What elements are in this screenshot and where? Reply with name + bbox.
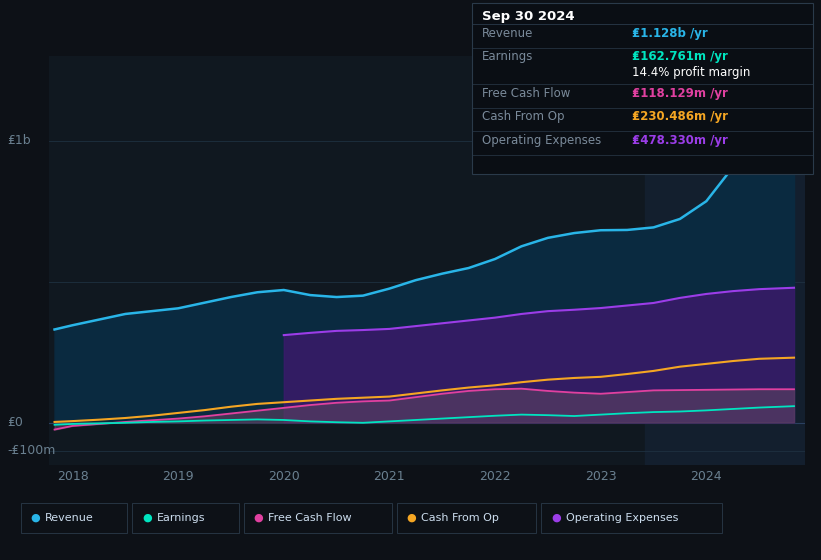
Text: Revenue: Revenue <box>45 513 94 523</box>
Text: Free Cash Flow: Free Cash Flow <box>482 87 571 100</box>
Text: ₤478.330m /yr: ₤478.330m /yr <box>632 134 728 147</box>
Text: Earnings: Earnings <box>157 513 205 523</box>
Text: ₤1.128b /yr: ₤1.128b /yr <box>632 27 708 40</box>
Text: ₤162.761m /yr: ₤162.761m /yr <box>632 50 728 63</box>
Text: ₤0: ₤0 <box>7 416 24 429</box>
Text: ●: ● <box>142 513 152 523</box>
Text: ●: ● <box>30 513 40 523</box>
Text: ₤118.129m /yr: ₤118.129m /yr <box>632 87 728 100</box>
Text: Operating Expenses: Operating Expenses <box>566 513 678 523</box>
Text: ₤230.486m /yr: ₤230.486m /yr <box>632 110 728 123</box>
Text: Revenue: Revenue <box>482 27 534 40</box>
Text: ₤1b: ₤1b <box>7 134 31 147</box>
Text: Sep 30 2024: Sep 30 2024 <box>482 10 575 22</box>
Text: ●: ● <box>406 513 416 523</box>
Text: Operating Expenses: Operating Expenses <box>482 134 601 147</box>
Text: Cash From Op: Cash From Op <box>421 513 499 523</box>
Text: 14.4% profit margin: 14.4% profit margin <box>632 66 750 79</box>
Text: ●: ● <box>551 513 561 523</box>
Text: Free Cash Flow: Free Cash Flow <box>268 513 352 523</box>
Text: ●: ● <box>254 513 264 523</box>
Text: -₤100m: -₤100m <box>7 444 56 457</box>
Bar <box>645 56 805 465</box>
Text: Earnings: Earnings <box>482 50 534 63</box>
Text: Cash From Op: Cash From Op <box>482 110 564 123</box>
